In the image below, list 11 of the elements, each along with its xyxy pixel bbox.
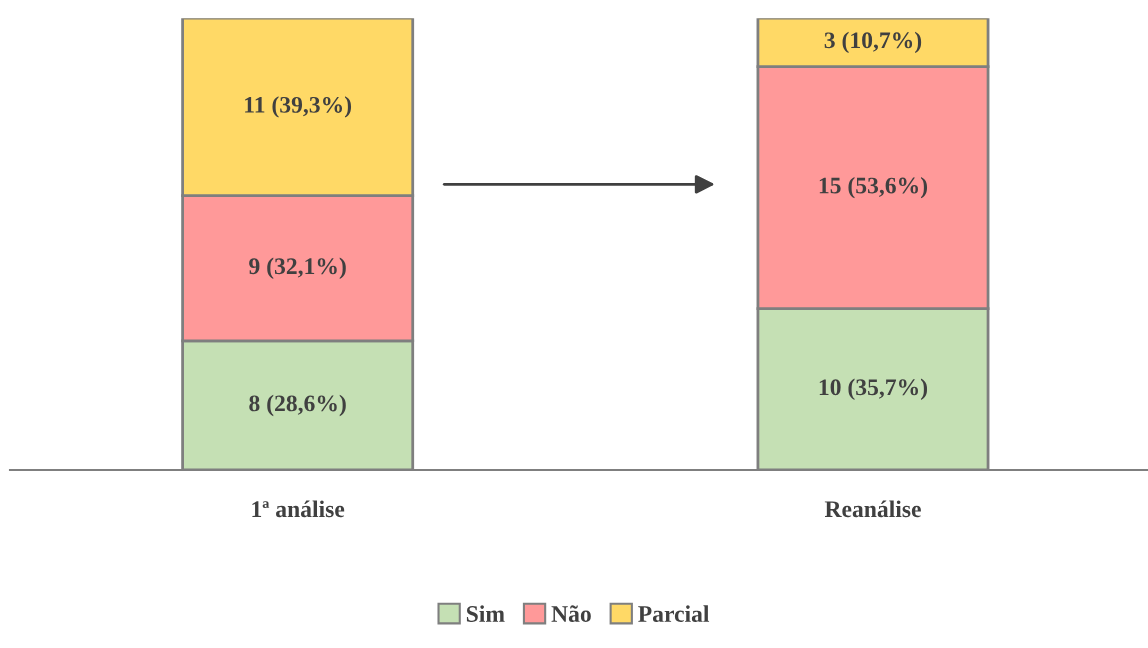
data-label: 11 (39,3%) <box>245 96 352 118</box>
x-tick-label: Reanálise <box>824 500 921 518</box>
data-label: 3 (10,7%) <box>824 31 922 54</box>
data-label: 15 (53,6%) <box>819 176 928 199</box>
legend-label: Parcial <box>638 605 710 622</box>
legend-label: Sim <box>466 605 505 622</box>
legend-label: Não <box>551 605 591 622</box>
data-label: 10 (35,7%) <box>819 378 928 401</box>
x-tick-label: 1ª análise <box>252 500 345 518</box>
data-label: 9 (32,1%) <box>249 257 346 279</box>
data-label: 8 (28,6%) <box>249 394 346 417</box>
